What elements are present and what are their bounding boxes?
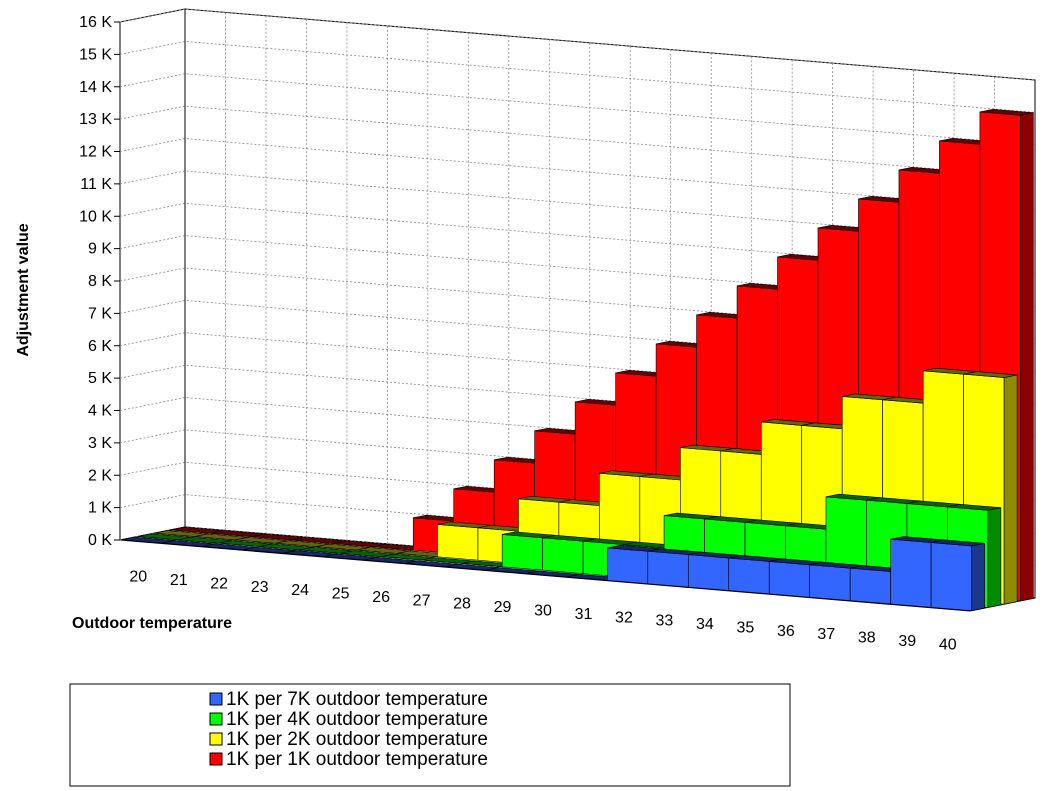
bar-front: [849, 567, 891, 605]
x-tick-label: 36: [777, 623, 795, 640]
y-tick-label: 2 K: [88, 467, 112, 484]
x-tick-label: 31: [575, 606, 593, 623]
bar-front: [437, 524, 479, 561]
y-tick-label: 11 K: [80, 176, 112, 193]
x-tick-label: 37: [817, 626, 835, 643]
bar-front: [647, 550, 689, 588]
x-tick-label: 25: [332, 586, 350, 603]
bar-side: [987, 507, 1002, 608]
bar: [930, 539, 985, 612]
bar-front: [728, 557, 770, 595]
bar-top: [931, 539, 985, 547]
y-tick-label: 8 K: [88, 273, 112, 290]
x-tick-label: 39: [898, 633, 916, 650]
x-tick-label: 21: [170, 572, 188, 589]
y-axis-title: Adjustment value: [15, 223, 32, 356]
x-tick-label: 40: [939, 636, 957, 653]
y-tick-label: 0 K: [88, 532, 112, 549]
bar-top: [947, 504, 1001, 511]
bar-top: [963, 371, 1018, 378]
x-tick-label: 38: [858, 630, 876, 647]
legend-label: 1K per 1K outdoor temperature: [226, 749, 488, 770]
legend-label: 1K per 2K outdoor temperature: [226, 729, 488, 750]
legend-label: 1K per 4K outdoor temperature: [226, 709, 488, 730]
y-tick-label: 4 K: [88, 403, 112, 420]
bar-front: [809, 564, 851, 601]
legend-swatch: [209, 752, 223, 766]
y-tick-label: 1 K: [88, 500, 112, 517]
y-tick-label: 13 K: [79, 111, 112, 128]
bar-side: [1020, 112, 1034, 602]
x-tick-label: 28: [453, 596, 471, 613]
x-tick-label: 34: [696, 616, 714, 633]
bar-side: [971, 542, 985, 612]
legend-swatch: [209, 712, 223, 726]
x-tick-label: 30: [534, 603, 552, 620]
x-tick-label: 33: [656, 613, 674, 630]
x-tick-label: 20: [129, 569, 147, 586]
bar-front: [768, 561, 811, 598]
y-tick-label: 12 K: [79, 144, 112, 161]
x-tick-label: 32: [615, 609, 633, 626]
bar-front: [501, 534, 543, 571]
bar-front: [930, 542, 972, 612]
bar-front: [687, 554, 730, 591]
bar-top: [979, 109, 1034, 116]
bar-front: [542, 537, 584, 574]
y-tick-label: 9 K: [88, 241, 112, 258]
bar-front: [890, 538, 932, 608]
bar-side: [1003, 374, 1018, 605]
y-tick-label: 14 K: [79, 79, 112, 96]
y-tick-label: 3 K: [88, 435, 112, 452]
y-tick-label: 6 K: [88, 338, 112, 355]
y-tick-label: 5 K: [88, 370, 112, 387]
x-tick-label: 24: [291, 582, 309, 599]
legend-swatch: [209, 732, 223, 746]
y-tick-label: 7 K: [88, 305, 112, 322]
x-tick-label: 23: [251, 579, 269, 596]
x-tick-label: 35: [736, 619, 754, 636]
legend-label: 1K per 7K outdoor temperature: [226, 689, 488, 710]
legend-swatch: [209, 692, 223, 706]
x-tick-label: 22: [210, 575, 228, 592]
bar-front: [607, 547, 649, 584]
y-tick-label: 16 K: [79, 14, 112, 31]
y-tick-label: 15 K: [79, 46, 112, 63]
y-tick-label: 10 K: [79, 208, 112, 225]
legend-box: [69, 683, 791, 787]
x-tick-label: 27: [413, 592, 431, 609]
x-tick-label: 29: [494, 599, 512, 616]
x-tick-label: 26: [372, 589, 390, 606]
x-axis-title: Outdoor temperature: [72, 615, 232, 632]
